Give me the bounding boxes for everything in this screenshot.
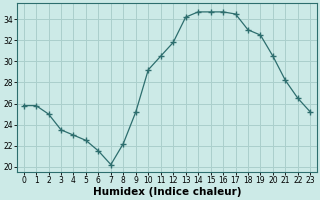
- X-axis label: Humidex (Indice chaleur): Humidex (Indice chaleur): [93, 187, 241, 197]
